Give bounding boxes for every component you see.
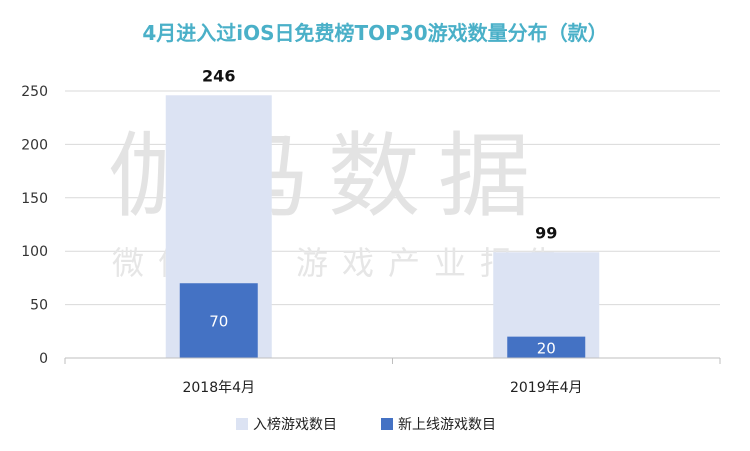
legend-label-total: 入榜游戏数目 xyxy=(253,416,337,433)
legend-swatch-new xyxy=(381,418,393,430)
chart-title: 4月进入过iOS日免费榜TOP30游戏数量分布（款） xyxy=(142,21,607,45)
y-tick-label: 50 xyxy=(30,298,48,314)
bar-new xyxy=(507,336,586,358)
y-tick-label: 0 xyxy=(39,351,48,367)
legend: 入榜游戏数目 新上线游戏数目 xyxy=(236,416,496,433)
y-tick-label: 100 xyxy=(21,244,48,260)
legend-swatch-total xyxy=(236,418,248,430)
x-tick-label: 2019年4月 xyxy=(510,380,583,396)
x-axis-ticks: 2018年4月 2019年4月 xyxy=(64,358,721,396)
y-axis-ticks: 0 50 100 150 200 250 xyxy=(21,84,48,367)
y-tick-label: 150 xyxy=(21,191,48,207)
bars: 246 70 99 20 xyxy=(165,66,600,358)
data-label-new: 20 xyxy=(537,339,556,357)
y-tick-label: 250 xyxy=(21,84,48,100)
x-tick-label: 2018年4月 xyxy=(182,380,255,396)
y-tick-label: 200 xyxy=(21,137,48,153)
bar-new xyxy=(179,283,258,358)
data-label-total: 246 xyxy=(202,66,235,85)
data-label-total: 99 xyxy=(535,223,557,242)
legend-label-new: 新上线游戏数目 xyxy=(398,417,496,433)
data-label-new: 70 xyxy=(209,313,228,331)
